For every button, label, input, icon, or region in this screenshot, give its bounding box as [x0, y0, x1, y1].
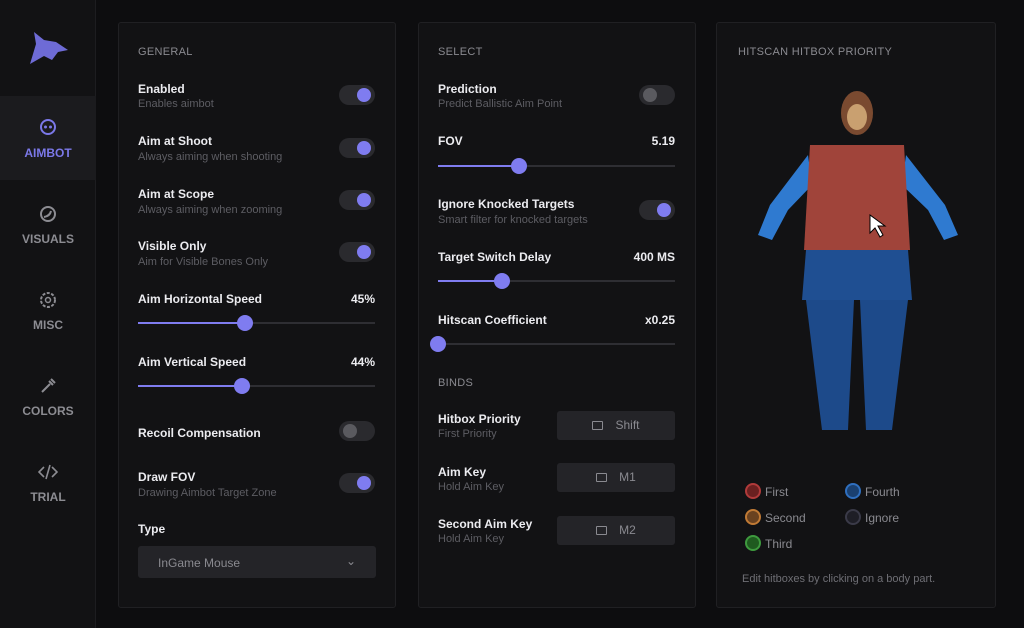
prediction-desc: Predict Ballistic Aim Point — [438, 98, 563, 110]
recoil-toggle[interactable] — [339, 421, 375, 441]
aim-key-label: Aim Key — [438, 465, 487, 479]
sidebar-item-label: TRIAL — [30, 490, 66, 504]
type-label: Type — [138, 522, 166, 536]
aim-shoot-desc: Always aiming when shooting — [138, 151, 283, 163]
section-title: BINDS — [438, 377, 474, 389]
sidebar-item-visuals[interactable]: VISUALS — [0, 182, 96, 266]
select-panel — [418, 22, 696, 608]
visible-only-label: Visible Only — [138, 239, 207, 253]
skull-icon — [40, 119, 56, 135]
draw-fov-label: Draw FOV — [138, 470, 196, 484]
hitbox-priority-label: Hitbox Priority — [438, 412, 521, 426]
chevron-down-icon: ⌄ — [345, 554, 356, 568]
code-icon — [38, 464, 58, 480]
character-hitbox-model[interactable] — [750, 85, 965, 445]
left-arm-hitbox[interactable] — [758, 155, 812, 240]
hitbox-priority-key-button[interactable]: Shift — [557, 411, 675, 440]
legs-hitbox[interactable] — [806, 300, 908, 430]
draw-fov-toggle[interactable] — [339, 473, 375, 493]
sidebar-item-label: VISUALS — [21, 232, 74, 246]
v-speed-slider[interactable] — [138, 378, 375, 394]
keyboard-icon — [596, 526, 608, 535]
h-speed-slider[interactable] — [138, 315, 375, 331]
hitscan-label: Hitscan Coefficient — [438, 313, 547, 327]
hitscan-value: x0.25 — [644, 313, 675, 327]
ignore-knocked-toggle[interactable] — [639, 200, 675, 220]
legend-first: First — [745, 483, 788, 499]
sidebar-item-misc[interactable]: MISC — [0, 268, 96, 352]
switch-delay-slider[interactable] — [438, 273, 675, 289]
ignore-knocked-desc: Smart filter for knocked targets — [438, 214, 588, 226]
type-dropdown[interactable]: InGame Mouse ⌄ — [138, 546, 376, 578]
sidebar-item-label: AIMBOT — [24, 146, 72, 160]
gear-icon — [40, 292, 56, 308]
aim-shoot-label: Aim at Shoot — [138, 134, 212, 148]
legend-fourth: Fourth — [845, 483, 900, 499]
dot-icon — [845, 483, 861, 499]
aim-scope-desc: Always aiming when zooming — [138, 204, 283, 216]
fov-value: 5.19 — [651, 134, 675, 148]
sidebar-item-trial[interactable]: TRIAL — [0, 440, 96, 524]
switch-delay-value: 400 MS — [633, 250, 675, 264]
type-value: InGame Mouse — [158, 556, 241, 570]
sidebar-item-label: COLORS — [22, 404, 74, 418]
legend-third: Third — [745, 535, 792, 551]
key-label: Shift — [615, 418, 640, 432]
prediction-label: Prediction — [438, 82, 497, 96]
second-aim-key-desc: Hold Aim Key — [438, 533, 505, 545]
h-speed-label: Aim Horizontal Speed — [138, 292, 263, 306]
torso-hitbox[interactable] — [804, 145, 910, 250]
dot-icon — [845, 509, 861, 525]
hitbox-note: Edit hitboxes by clicking on a body part… — [742, 573, 936, 585]
fov-slider[interactable] — [438, 158, 675, 174]
head-hitbox[interactable] — [841, 91, 873, 135]
cursor-icon — [869, 214, 887, 238]
visible-only-toggle[interactable] — [339, 242, 375, 262]
aim-key-button[interactable]: M1 — [557, 463, 675, 492]
enabled-toggle[interactable] — [339, 85, 375, 105]
legend-second: Second — [745, 509, 806, 525]
fov-label: FOV — [438, 134, 463, 148]
draw-fov-desc: Drawing Aimbot Target Zone — [138, 487, 277, 499]
sidebar-item-aimbot[interactable]: AIMBOT — [0, 96, 96, 180]
dot-icon — [745, 509, 761, 525]
pelvis-hitbox[interactable] — [802, 250, 912, 300]
enabled-label: Enabled — [138, 82, 185, 96]
section-title: SELECT — [438, 46, 483, 58]
prediction-toggle[interactable] — [639, 85, 675, 105]
keyboard-icon — [596, 473, 608, 482]
wolf-logo-icon — [30, 32, 68, 64]
aim-shoot-toggle[interactable] — [339, 138, 375, 158]
visible-only-desc: Aim for Visible Bones Only — [138, 256, 269, 268]
sidebar: AIMBOT VISUALS MISC COLORS TRIAL — [0, 0, 96, 628]
dot-icon — [745, 483, 761, 499]
legend-ignore: Ignore — [845, 509, 899, 525]
h-speed-value: 45% — [350, 292, 375, 306]
enabled-desc: Enables aimbot — [138, 98, 214, 110]
v-speed-value: 44% — [350, 355, 375, 369]
recoil-label: Recoil Compensation — [138, 426, 261, 440]
key-label: M2 — [619, 523, 636, 537]
key-label: M1 — [619, 470, 636, 484]
right-arm-hitbox[interactable] — [902, 155, 958, 240]
keyboard-icon — [592, 421, 604, 430]
sidebar-item-label: MISC — [33, 318, 63, 332]
eyedropper-icon — [41, 378, 56, 393]
second-aim-key-button[interactable]: M2 — [557, 516, 675, 545]
aim-scope-toggle[interactable] — [339, 190, 375, 210]
hitscan-slider[interactable] — [430, 336, 675, 352]
general-panel — [118, 22, 396, 608]
aim-key-desc: Hold Aim Key — [438, 481, 505, 493]
section-title: GENERAL — [138, 46, 193, 58]
second-aim-key-label: Second Aim Key — [438, 517, 533, 531]
eye-icon — [40, 206, 56, 222]
hitbox-priority-desc: First Priority — [438, 428, 497, 440]
section-title: HITSCAN HITBOX PRIORITY — [738, 46, 893, 58]
ignore-knocked-label: Ignore Knocked Targets — [438, 197, 575, 211]
v-speed-label: Aim Vertical Speed — [138, 355, 247, 369]
aim-scope-label: Aim at Scope — [138, 187, 215, 201]
sidebar-item-colors[interactable]: COLORS — [0, 354, 96, 438]
switch-delay-label: Target Switch Delay — [438, 250, 552, 264]
dot-icon — [745, 535, 761, 551]
